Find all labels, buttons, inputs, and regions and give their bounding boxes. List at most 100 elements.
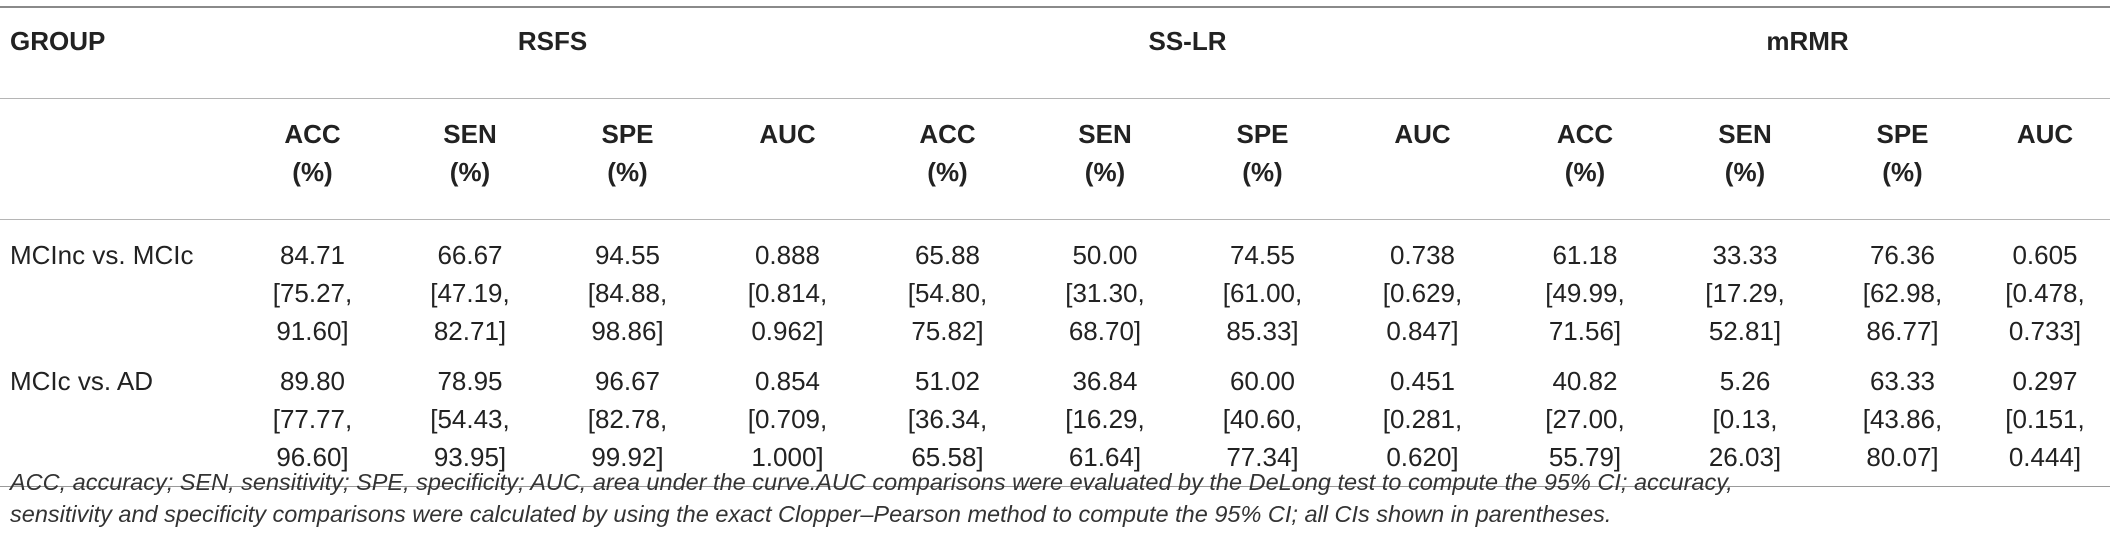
- table-cell: 5.26 [0.13, 26.03]: [1665, 356, 1825, 487]
- table-cell: 84.71 [75.27, 91.60]: [235, 220, 390, 357]
- table-cell: 66.67 [47.19, 82.71]: [390, 220, 550, 357]
- metric-unit: (%): [1564, 157, 1606, 187]
- table-cell: 36.84 [16.29, 61.64]: [1025, 356, 1185, 487]
- metric-unit: (%): [292, 157, 333, 187]
- metric-header-acc: ACC (%): [870, 99, 1025, 220]
- cell-ci: [54.43,: [430, 404, 510, 434]
- cell-ci: 85.33]: [1226, 316, 1299, 346]
- cell-ci: 68.70]: [1068, 316, 1142, 346]
- cell-ci: [0.13,: [1712, 404, 1778, 434]
- table-cell: 96.67 [82.78, 99.92]: [550, 356, 705, 487]
- cell-value: 89.80: [279, 366, 346, 396]
- cell-value: 63.33: [1869, 366, 1936, 396]
- table-cell: 33.33 [17.29, 52.81]: [1665, 220, 1825, 357]
- cell-ci: 91.60]: [276, 316, 349, 346]
- metric-unit: (%): [1724, 157, 1766, 187]
- cell-value: 0.297: [2012, 366, 2078, 396]
- method-header-mrmr: mRMR: [1766, 26, 1849, 56]
- cell-ci: [82.78,: [587, 404, 668, 434]
- table-body: MCInc vs. MCIc 84.71 [75.27, 91.60] 66.67 [47…: [0, 220, 2110, 487]
- cell-ci: [61.00,: [1222, 278, 1303, 308]
- metric-name: SPE: [1236, 119, 1289, 149]
- footnote-line-1: ACC, accuracy; SEN, sensitivity; SPE, sp…: [10, 469, 1733, 495]
- table-cell: 94.55 [84.88, 98.86]: [550, 220, 705, 357]
- cell-value: 65.88: [914, 240, 981, 270]
- cell-ci: [17.29,: [1705, 278, 1785, 308]
- cell-ci: [43.86,: [1862, 404, 1943, 434]
- cell-ci: 80.07]: [1866, 442, 1939, 472]
- cell-ci: 0.847]: [1386, 316, 1459, 346]
- cell-value: 51.02: [914, 366, 981, 396]
- metric-name: SPE: [601, 119, 654, 149]
- cell-value: 94.55: [594, 240, 661, 270]
- table-cell: 74.55 [61.00, 85.33]: [1185, 220, 1340, 357]
- cell-ci: [49.99,: [1545, 278, 1625, 308]
- row-label: MCInc vs. MCIc: [10, 240, 194, 270]
- table-cell: 89.80 [77.77, 96.60]: [235, 356, 390, 487]
- cell-ci: [0.709,: [747, 404, 828, 434]
- metric-name: SPE: [1876, 119, 1929, 149]
- table-cell: 0.605 [0.478, 0.733]: [1980, 220, 2110, 357]
- table-cell: 65.88 [54.80, 75.82]: [870, 220, 1025, 357]
- cell-value: 74.55: [1229, 240, 1296, 270]
- metric-header-row: ACC (%) SEN (%) SPE (%) AUC ACC (%) SEN (%) SPE (%) A…: [0, 99, 2110, 220]
- metric-header-empty: [0, 99, 235, 220]
- cell-ci: 26.03]: [1708, 442, 1782, 472]
- cell-ci: 65.58]: [911, 442, 984, 472]
- row-label: MCIc vs. AD: [10, 366, 154, 396]
- cell-ci: [16.29,: [1065, 404, 1145, 434]
- metric-header-spe: SPE (%): [550, 99, 705, 220]
- cell-value: 0.605: [2012, 240, 2078, 270]
- table-footnote: ACC, accuracy; SEN, sensitivity; SPE, sp…: [10, 466, 2110, 530]
- cell-ci: 86.77]: [1866, 316, 1939, 346]
- cell-ci: 93.95]: [433, 442, 507, 472]
- metric-name: SEN: [1718, 119, 1772, 149]
- method-header-rsfs: RSFS: [517, 26, 588, 56]
- cell-ci: [47.19,: [430, 278, 510, 308]
- metric-header-spe: SPE (%): [1185, 99, 1340, 220]
- cell-value: 60.00: [1229, 366, 1296, 396]
- metric-name: AUC: [1394, 119, 1451, 149]
- metric-header-auc: AUC: [705, 99, 870, 220]
- cell-ci: 82.71]: [433, 316, 507, 346]
- cell-ci: 96.60]: [276, 442, 349, 472]
- cell-ci: [0.814,: [747, 278, 828, 308]
- table-cell: 0.451 [0.281, 0.620]: [1340, 356, 1505, 487]
- cell-ci: 55.79]: [1548, 442, 1622, 472]
- cell-ci: [31.30,: [1065, 278, 1145, 308]
- table-cell: 61.18 [49.99, 71.56]: [1505, 220, 1665, 357]
- metric-unit: (%): [607, 157, 648, 187]
- footnote-line-2: sensitivity and specificity comparisons …: [10, 501, 1612, 527]
- cell-ci: [84.88,: [587, 278, 668, 308]
- metric-header-sen: SEN (%): [1665, 99, 1825, 220]
- cell-ci: [62.98,: [1862, 278, 1943, 308]
- table-cell: 40.82 [27.00, 55.79]: [1505, 356, 1665, 487]
- cell-ci: [0.629,: [1382, 278, 1463, 308]
- cell-ci: 0.444]: [2008, 442, 2082, 472]
- metric-unit: (%): [449, 157, 491, 187]
- cell-ci: [0.281,: [1382, 404, 1463, 434]
- results-table: GROUP RSFS SS-LR mRMR ACC (%) SEN (%) SPE (%)…: [0, 6, 2110, 487]
- cell-ci: 71.56]: [1548, 316, 1622, 346]
- cell-ci: [40.60,: [1222, 404, 1303, 434]
- method-header-sslr: SS-LR: [1148, 26, 1227, 56]
- metric-header-sen: SEN (%): [1025, 99, 1185, 220]
- metric-header-acc: ACC (%): [1505, 99, 1665, 220]
- metric-header-auc: AUC: [1340, 99, 1505, 220]
- cell-ci: 61.64]: [1068, 442, 1142, 472]
- table-cell: 60.00 [40.60, 77.34]: [1185, 356, 1340, 487]
- metric-name: ACC: [1556, 119, 1614, 149]
- cell-value: 84.71: [279, 240, 346, 270]
- cell-ci: 1.000]: [751, 442, 824, 472]
- cell-value: 78.95: [437, 366, 503, 396]
- group-column-header: GROUP: [10, 26, 106, 56]
- cell-value: 50.00: [1072, 240, 1138, 270]
- cell-ci: [36.34,: [907, 404, 988, 434]
- table-cell: 0.854 [0.709, 1.000]: [705, 356, 870, 487]
- cell-ci: [0.478,: [2005, 278, 2085, 308]
- table-cell: 76.36 [62.98, 86.77]: [1825, 220, 1980, 357]
- cell-value: 5.26: [1719, 366, 1771, 396]
- cell-value: 40.82: [1552, 366, 1618, 396]
- cell-ci: 75.82]: [911, 316, 984, 346]
